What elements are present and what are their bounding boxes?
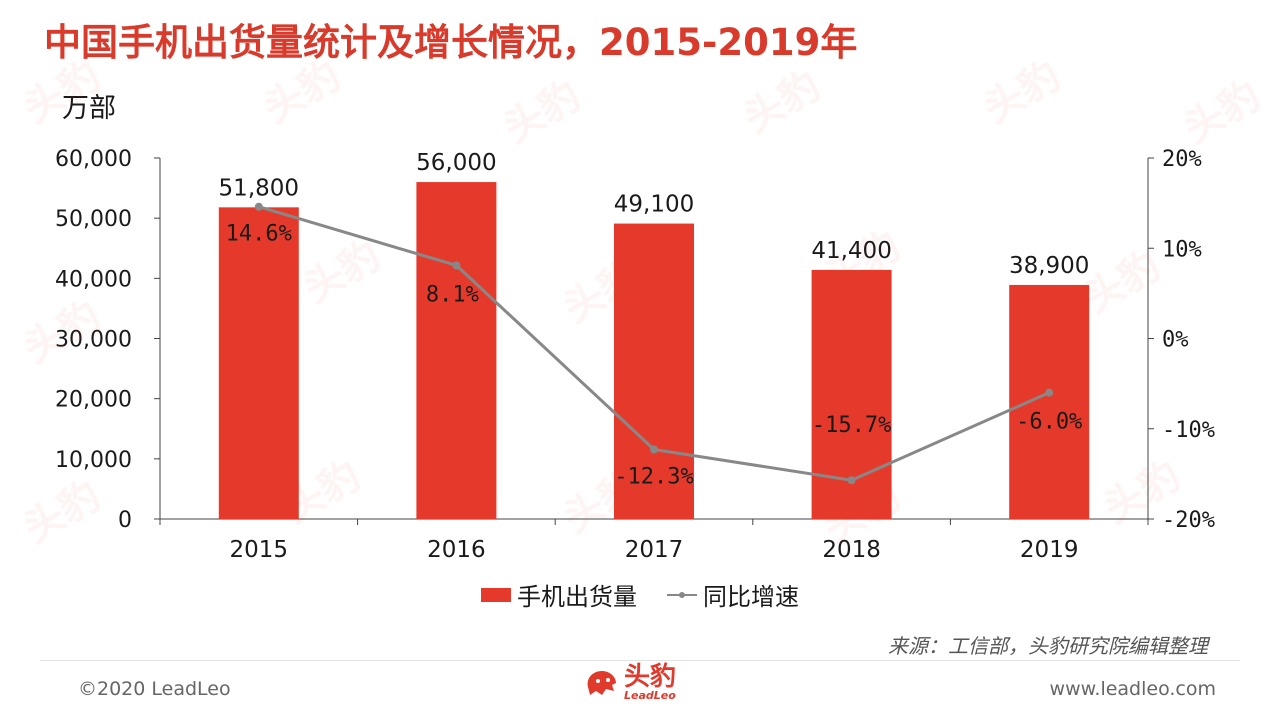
bar-value-label: 49,100 xyxy=(614,192,694,218)
growth-value-label: -12.3% xyxy=(614,465,693,490)
x-tick-label: 2016 xyxy=(427,537,486,563)
growth-point xyxy=(254,202,263,211)
y-tick-label: 40,000 xyxy=(55,267,132,292)
bar-value-label: 51,800 xyxy=(219,175,299,201)
legend-line-label: 同比增速 xyxy=(703,583,799,611)
y-tick-label: 30,000 xyxy=(55,328,132,353)
x-tick-label: 2017 xyxy=(625,537,684,563)
bar xyxy=(416,182,497,520)
y-tick-label: 0 xyxy=(118,508,132,533)
x-tick-label: 2015 xyxy=(230,537,289,563)
chart-legend: 手机出货量 同比增速 xyxy=(0,577,1280,612)
x-tick-label: 2019 xyxy=(1020,537,1079,563)
growth-value-label: -6.0% xyxy=(1016,410,1082,435)
growth-point xyxy=(847,476,856,485)
y-tick-label: 50,000 xyxy=(55,207,132,232)
y2-tick-label: -20% xyxy=(1162,508,1215,533)
page-title: 中国手机出货量统计及增长情况，2015-2019年 xyxy=(44,21,858,64)
growth-value-label: 14.6% xyxy=(226,222,292,247)
y-axis-unit: 万部 xyxy=(62,93,116,124)
legend-bar-swatch xyxy=(481,587,511,602)
shipment-chart: 0 10,000 20,000 30,000 40,000 50,000 60,000 -20… xyxy=(55,147,1215,563)
y2-tick-label: 10% xyxy=(1162,237,1202,262)
y-tick-label: 20,000 xyxy=(55,388,132,413)
logo-cn-text: 头豹 xyxy=(624,662,677,692)
y2-tick-label: 20% xyxy=(1162,147,1202,172)
bar xyxy=(218,207,299,519)
legend-item-shipments: 手机出货量 xyxy=(481,577,637,612)
leadleo-logo: 头豹 LeadLeo xyxy=(584,664,676,701)
legend-line-swatch xyxy=(667,588,697,602)
bar xyxy=(1009,284,1090,519)
copyright-text: ©2020 LeadLeo xyxy=(78,678,231,700)
x-tick-label: 2018 xyxy=(822,537,881,563)
y2-tick-label: -10% xyxy=(1162,418,1215,443)
website-url: www.leadleo.com xyxy=(1049,678,1216,700)
source-note: 来源：工信部，头豹研究院编辑整理 xyxy=(888,634,1208,658)
bar-value-label: 56,000 xyxy=(416,150,496,176)
legend-bar-label: 手机出货量 xyxy=(517,583,637,611)
y-tick-label: 60,000 xyxy=(55,147,132,172)
growth-value-label: -15.7% xyxy=(812,413,891,438)
growth-point xyxy=(1045,388,1054,397)
bar-value-label: 38,900 xyxy=(1009,253,1089,279)
y2-tick-label: 0% xyxy=(1162,328,1189,353)
logo-en-text: LeadLeo xyxy=(624,689,676,702)
bar-value-label: 41,400 xyxy=(811,238,891,264)
growth-point xyxy=(452,261,461,270)
footer-divider xyxy=(40,660,1240,661)
legend-item-growth: 同比增速 xyxy=(667,577,799,612)
bar xyxy=(614,223,694,519)
growth-point xyxy=(650,445,658,454)
growth-value-label: 8.1% xyxy=(426,282,479,307)
y-tick-label: 10,000 xyxy=(55,448,132,473)
leopard-logo-icon xyxy=(587,670,616,695)
